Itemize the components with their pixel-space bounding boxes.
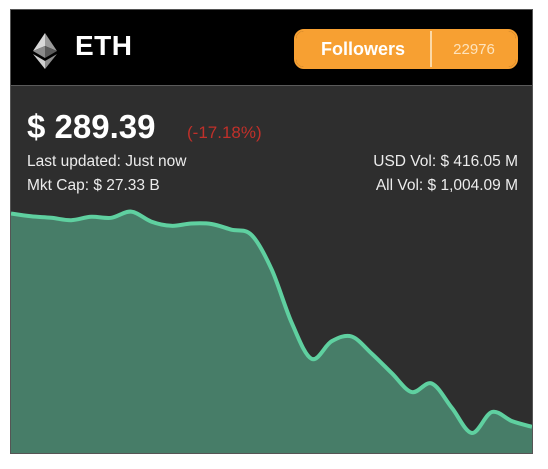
price-line bbox=[11, 209, 532, 435]
coin-symbol: ETH bbox=[75, 30, 133, 61]
all-volume: All Vol: $ 1,004.09 M bbox=[375, 177, 518, 194]
coin-price: $ 289.39 bbox=[27, 108, 156, 145]
market-cap: Mkt Cap: $ 27.33 B bbox=[27, 177, 160, 194]
last-updated: Last updated: Just now bbox=[27, 153, 187, 170]
followers-button[interactable]: Followers 22976 bbox=[294, 29, 518, 69]
card-header: ETH Followers 22976 bbox=[11, 10, 532, 86]
usd-volume: USD Vol: $ 416.05 M bbox=[373, 153, 518, 170]
price-chart bbox=[11, 209, 532, 453]
followers-count: 22976 bbox=[432, 31, 516, 67]
ethereum-icon bbox=[33, 33, 57, 69]
price-area bbox=[11, 211, 532, 453]
price-change: (-17.18%) bbox=[187, 123, 262, 142]
followers-label[interactable]: Followers bbox=[296, 31, 432, 67]
coin-card: ETH Followers 22976 $ 289.39 (-17.18%) L… bbox=[10, 9, 533, 454]
